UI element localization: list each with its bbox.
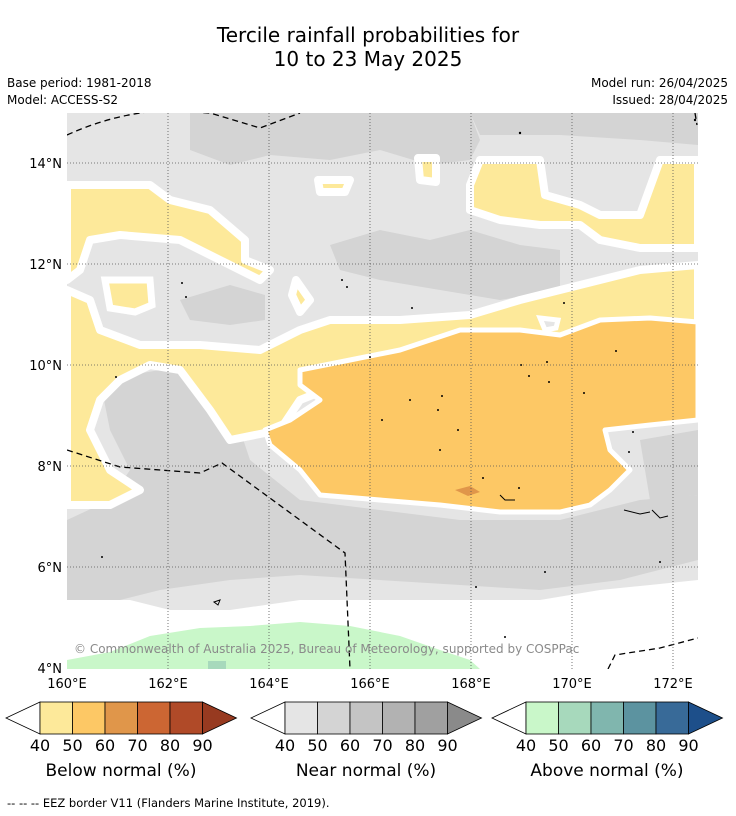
lat-tick-6n: 6°N [38, 561, 63, 576]
near-normal-colorbar-tick: 70 [372, 736, 392, 755]
below-normal-colorbar-tick: 50 [62, 736, 82, 755]
above-normal-colorbar-tick: 90 [678, 736, 698, 755]
near-normal-colorbar-tick: 60 [340, 736, 360, 755]
near-normal-colorbar-tick: 80 [405, 736, 425, 755]
above-normal-colorbar-tick: 80 [646, 736, 666, 755]
below-normal-40-zone [466, 156, 698, 252]
near-normal-50-patch [180, 285, 265, 325]
above-normal-colorbar-under-extension [491, 701, 527, 735]
above-normal-colorbar-over-extension [688, 701, 724, 735]
below-normal-colorbar-tick: 70 [127, 736, 147, 755]
above-normal-colorbar-segment [590, 701, 624, 735]
above-normal-colorbar-tick: 60 [581, 736, 601, 755]
probability-field: © Commonwealth of Australia 2025, Bureau… [67, 113, 698, 669]
above-normal-colorbar-segment [623, 701, 657, 735]
below-normal-colorbar: 40 50 60 70 80 90 [5, 701, 238, 755]
below-normal-colorbar-over-extension [202, 701, 238, 735]
near-normal-50-patch [640, 430, 698, 500]
issued-date: Issued: 28/04/2025 [612, 93, 728, 107]
lon-tick-168e: 168°E [451, 677, 491, 692]
near-normal-colorbar-segment [414, 701, 448, 735]
lon-tick-160e: 160°E [47, 677, 87, 692]
lon-tick-172e: 172°E [653, 677, 693, 692]
near-normal-50-patch [470, 113, 698, 145]
above-normal-50-patch [208, 661, 226, 669]
title-line-2: 10 to 23 May 2025 [273, 47, 463, 71]
below-normal-colorbar-tick: 40 [30, 736, 50, 755]
above-normal-colorbar-segment [655, 701, 689, 735]
below-normal-colorbar-tick: 60 [95, 736, 115, 755]
near-normal-colorbar-segment [284, 701, 318, 735]
below-normal-label: Below normal (%) [45, 761, 197, 781]
below-normal-colorbar-segment [137, 701, 171, 735]
copyright-text: © Commonwealth of Australia 2025, Bureau… [74, 642, 579, 656]
near-normal-colorbar-tick: 90 [437, 736, 457, 755]
above-normal-label: Above normal (%) [530, 761, 684, 781]
model-name: Model: ACCESS-S2 [7, 93, 119, 107]
above-normal-colorbar-tick: 40 [516, 736, 536, 755]
near-normal-colorbar-segment [317, 701, 351, 735]
below-normal-40-zone [414, 154, 440, 186]
below-normal-colorbar-tick: 80 [160, 736, 180, 755]
lon-tick-170e: 170°E [552, 677, 592, 692]
lon-tick-164e: 164°E [249, 677, 289, 692]
lat-tick-10n: 10°N [29, 359, 62, 374]
model-run: Model run: 26/04/2025 [590, 76, 728, 90]
map-gridlines [67, 113, 698, 669]
above-normal-colorbar-segment [558, 701, 592, 735]
eez-border [67, 113, 698, 669]
below-normal-colorbar-segment [39, 701, 73, 735]
below-normal-50-core [262, 315, 698, 515]
lat-tick-4n: 4°N [38, 662, 63, 677]
colorbar-legends: 40 50 60 70 80 90 40 50 60 70 80 90 40 50 60 70 80 90 [5, 701, 724, 755]
lat-tick-8n: 8°N [38, 460, 63, 475]
below-normal-colorbar-segment [72, 701, 106, 735]
below-normal-colorbar-under-extension [5, 701, 41, 735]
lat-tick-14n: 14°N [29, 157, 62, 172]
below-normal-colorbar-segment [169, 701, 203, 735]
below-normal-colorbar-tick: 90 [192, 736, 212, 755]
below-normal-40-zone [67, 181, 274, 284]
near-normal-label: Near normal (%) [295, 761, 437, 781]
base-period: Base period: 1981-2018 [7, 76, 152, 90]
eez-footnote: -- -- -- EEZ border V11 (Flanders Marine… [7, 796, 330, 810]
near-normal-50-patch [190, 113, 480, 165]
near-normal-colorbar-segment [349, 701, 383, 735]
above-normal-40-area [67, 622, 480, 669]
lon-tick-162e: 162°E [148, 677, 188, 692]
below-normal-60-patch [455, 486, 480, 496]
lat-tick-12n: 12°N [29, 258, 62, 273]
near-normal-colorbar: 40 50 60 70 80 90 [250, 701, 483, 755]
lon-tick-166e: 166°E [350, 677, 390, 692]
near-normal-40-patch [536, 315, 562, 333]
above-normal-colorbar: 40 50 60 70 80 90 [491, 701, 724, 755]
title-line-1: Tercile rainfall probabilities for [216, 23, 520, 47]
near-normal-colorbar-under-extension [250, 701, 286, 735]
above-normal-colorbar-segment [525, 701, 559, 735]
near-normal-50-patch [330, 230, 560, 300]
near-normal-colorbar-segment [382, 701, 416, 735]
below-normal-colorbar-segment [104, 701, 138, 735]
above-normal-colorbar-tick: 70 [613, 736, 633, 755]
near-normal-colorbar-tick: 40 [275, 736, 295, 755]
below-normal-40-zone [100, 276, 156, 316]
near-normal-colorbar-over-extension [447, 701, 483, 735]
below-normal-40-zone [288, 276, 314, 316]
above-normal-colorbar-tick: 50 [548, 736, 568, 755]
near-normal-colorbar-tick: 50 [307, 736, 327, 755]
below-normal-40-zone [314, 176, 354, 196]
